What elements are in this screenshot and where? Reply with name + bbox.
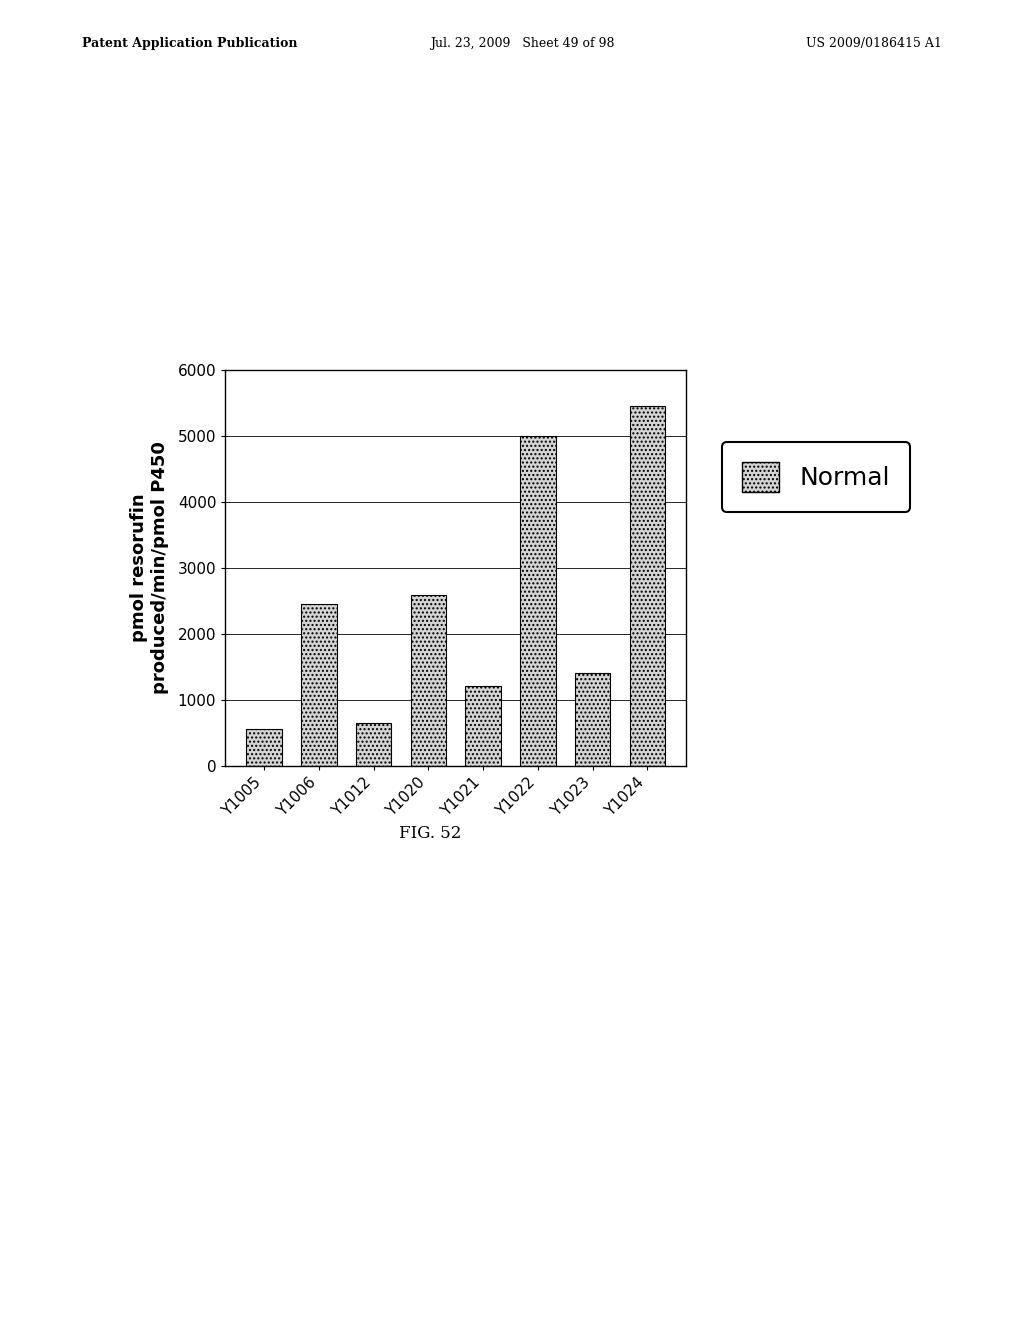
Bar <box>465 686 501 766</box>
Y-axis label: pmol resorufin
produced/min/pmol P450: pmol resorufin produced/min/pmol P450 <box>130 441 169 694</box>
Bar <box>411 595 446 766</box>
Bar <box>630 407 666 766</box>
Text: Patent Application Publication: Patent Application Publication <box>82 37 297 50</box>
Bar <box>520 436 556 766</box>
Bar <box>574 673 610 766</box>
Bar <box>246 729 282 766</box>
Text: FIG. 52: FIG. 52 <box>399 825 461 842</box>
Legend: Normal: Normal <box>722 441 909 512</box>
Bar <box>301 605 337 766</box>
Text: Jul. 23, 2009   Sheet 49 of 98: Jul. 23, 2009 Sheet 49 of 98 <box>430 37 614 50</box>
Bar <box>355 723 391 766</box>
Text: US 2009/0186415 A1: US 2009/0186415 A1 <box>806 37 942 50</box>
